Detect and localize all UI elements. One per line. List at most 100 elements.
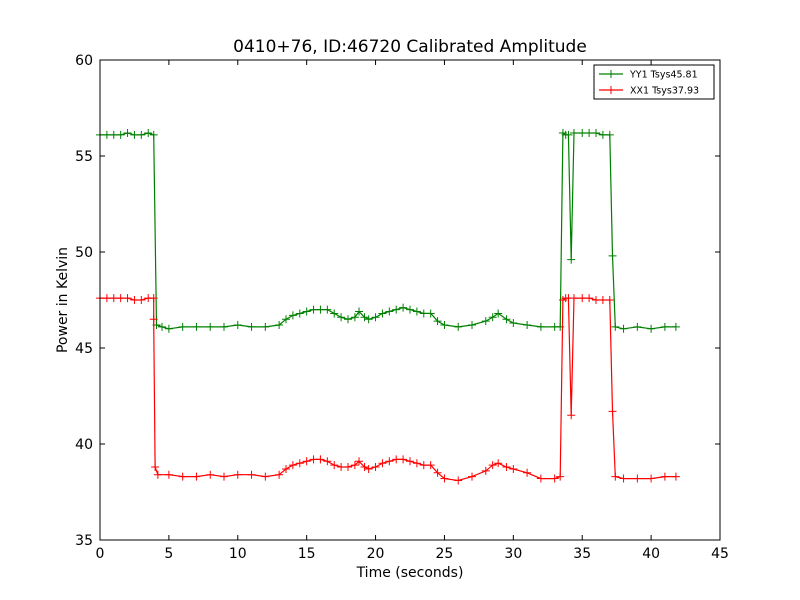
chart-title: 0410+76, ID:46720 Calibrated Amplitude	[233, 37, 587, 57]
x-tick-label: 45	[711, 546, 729, 562]
data-point	[660, 322, 669, 331]
data-point	[454, 476, 463, 485]
data-point	[385, 457, 394, 466]
data-point	[371, 313, 380, 322]
data-point	[488, 313, 497, 322]
legend: YY1 Tsys45.81 XX1 Tsys37.93	[593, 64, 715, 100]
data-point	[509, 464, 518, 473]
data-point	[149, 294, 158, 303]
data-point	[355, 457, 364, 466]
data-point	[261, 472, 270, 481]
data-point	[468, 472, 476, 481]
x-tick-label: 0	[96, 546, 105, 562]
data-point	[288, 311, 297, 320]
data-point	[233, 320, 242, 329]
data-point	[116, 294, 125, 303]
data-point	[633, 474, 642, 483]
data-point	[137, 130, 146, 139]
y-tick-label: 55	[75, 149, 93, 165]
y-tick-label: 60	[75, 53, 93, 69]
data-point	[468, 320, 476, 329]
data-point	[671, 472, 680, 481]
data-point	[123, 294, 132, 303]
data-point	[109, 294, 118, 303]
data-point	[316, 305, 325, 314]
data-point	[337, 313, 346, 322]
data-point	[494, 309, 503, 318]
data-point	[569, 294, 578, 303]
data-point	[440, 320, 449, 329]
data-point	[309, 305, 318, 314]
data-point	[619, 474, 628, 483]
data-point	[406, 457, 414, 466]
data-point	[130, 130, 139, 139]
data-point	[536, 322, 545, 331]
data-point	[116, 130, 125, 139]
series-layer	[96, 128, 680, 485]
data-point	[350, 461, 359, 470]
data-point	[608, 251, 617, 260]
data-point	[330, 309, 339, 318]
data-point	[344, 315, 352, 324]
data-point	[192, 322, 201, 331]
plot-area-frame	[99, 59, 721, 541]
data-point	[123, 128, 132, 137]
data-point	[399, 303, 408, 312]
data-point	[550, 474, 559, 483]
data-point	[406, 305, 414, 314]
data-point	[178, 472, 187, 481]
data-point	[151, 463, 160, 472]
y-tick-label: 50	[75, 245, 93, 261]
data-point	[598, 130, 607, 139]
data-point	[220, 472, 228, 481]
x-tick-label: 5	[164, 546, 173, 562]
data-point	[426, 309, 435, 318]
data-point	[567, 411, 576, 420]
data-point	[164, 470, 173, 479]
legend-box	[593, 64, 715, 100]
data-point	[523, 468, 532, 477]
series-0	[96, 128, 680, 333]
data-point	[392, 305, 401, 314]
data-point	[295, 309, 304, 318]
data-point	[578, 294, 587, 303]
data-point	[192, 472, 201, 481]
data-point	[158, 322, 166, 331]
data-point	[102, 294, 111, 303]
data-point	[426, 461, 435, 470]
data-point	[592, 296, 600, 304]
x-tick-label: 10	[229, 546, 247, 562]
data-point	[360, 313, 369, 322]
data-point	[605, 296, 614, 304]
data-point	[556, 472, 565, 481]
data-point	[378, 309, 387, 318]
data-point	[598, 296, 607, 304]
data-point	[412, 307, 421, 316]
data-point	[164, 324, 173, 333]
data-point	[247, 470, 256, 479]
ticks-layer: 0 5 10 15 20 25 30 35 40 45 35 40 45 50 55 60	[75, 53, 729, 562]
x-tick-label: 25	[436, 546, 454, 562]
legend-swatch-marker	[607, 70, 615, 78]
data-point	[102, 130, 111, 139]
data-point	[364, 464, 373, 473]
data-point	[282, 464, 290, 473]
data-point	[302, 457, 311, 466]
y-tick-label: 45	[75, 341, 93, 357]
data-point	[344, 463, 352, 472]
data-point	[247, 322, 256, 331]
data-point	[523, 320, 532, 329]
data-point	[330, 461, 339, 470]
data-point	[611, 322, 620, 331]
data-point	[647, 324, 656, 333]
data-point	[433, 468, 442, 477]
data-point	[569, 128, 578, 137]
data-point	[592, 128, 600, 137]
data-point	[564, 130, 573, 139]
data-point	[440, 474, 449, 483]
data-point	[282, 315, 290, 324]
data-point	[605, 130, 614, 139]
data-point	[385, 307, 394, 316]
data-point	[130, 296, 139, 304]
